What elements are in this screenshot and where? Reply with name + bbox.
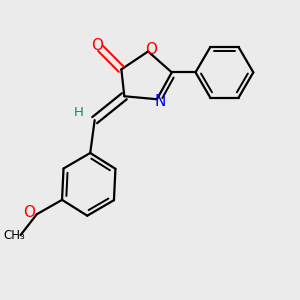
Text: CH₃: CH₃ [3,229,25,242]
Text: N: N [155,94,166,109]
Text: O: O [23,205,35,220]
Text: O: O [146,42,158,57]
Text: O: O [91,38,103,53]
Text: H: H [74,106,83,119]
